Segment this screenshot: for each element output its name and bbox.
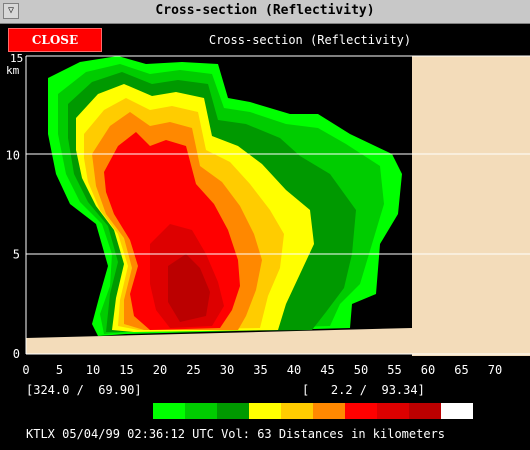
x-tick-label: 5 [56, 363, 63, 377]
color-scale-swatch [217, 403, 249, 419]
color-scale-swatch [185, 403, 217, 419]
x-tick-label: 30 [220, 363, 234, 377]
color-scale-swatch [313, 403, 345, 419]
y-tick-top: 15 [10, 54, 23, 65]
color-scale-swatch [153, 403, 185, 419]
x-tick-label: 50 [354, 363, 368, 377]
color-scale-swatch [377, 403, 409, 419]
cross-section-plot: 15 km 0 5 10 0 5 10 15 20 25 30 35 40 45 50 55 60 65 70 [6, 54, 530, 377]
x-tick-label: 40 [287, 363, 301, 377]
x-tick-label: 45 [320, 363, 334, 377]
footer-status: KTLX 05/04/99 02:36:12 UTC Vol: 63 Dista… [26, 427, 446, 441]
x-tick-label: 15 [119, 363, 133, 377]
color-scale-swatch [281, 403, 313, 419]
x-tick-label: 20 [153, 363, 167, 377]
x-tick-label: 60 [421, 363, 435, 377]
title-bar: ▽ Cross-section (Reflectivity) [0, 0, 530, 24]
x-tick-label: 70 [488, 363, 502, 377]
close-button[interactable]: CLOSE [8, 28, 102, 52]
right-coords-readout: [ 2.2 / 93.34] [302, 383, 425, 397]
terrain-fill-ground [26, 328, 412, 354]
x-tick-label: 35 [253, 363, 267, 377]
panel-title: Cross-section (Reflectivity) [208, 33, 412, 47]
color-scale-swatch [409, 403, 441, 419]
y-tick-label: 0 [13, 347, 20, 361]
x-tick-label: 55 [387, 363, 401, 377]
left-coords-readout: [324.0 / 69.90] [26, 383, 142, 397]
color-scale-swatch [345, 403, 377, 419]
terrain-fill-right [412, 56, 530, 356]
color-scale-swatch [249, 403, 281, 419]
window-menu-icon[interactable]: ▽ [3, 3, 19, 19]
y-tick-label: 5 [13, 248, 20, 262]
y-axis-label: km [6, 64, 20, 77]
window-title: Cross-section (Reflectivity) [155, 3, 375, 18]
x-tick-label: 65 [454, 363, 468, 377]
x-tick-label: 10 [86, 363, 100, 377]
y-tick-label: 10 [6, 148, 20, 162]
reflectivity-echo [48, 56, 402, 336]
color-scale-swatch [441, 403, 473, 419]
x-tick-label: 0 [22, 363, 29, 377]
echo-core-deepred [168, 254, 210, 322]
x-tick-label: 25 [186, 363, 200, 377]
